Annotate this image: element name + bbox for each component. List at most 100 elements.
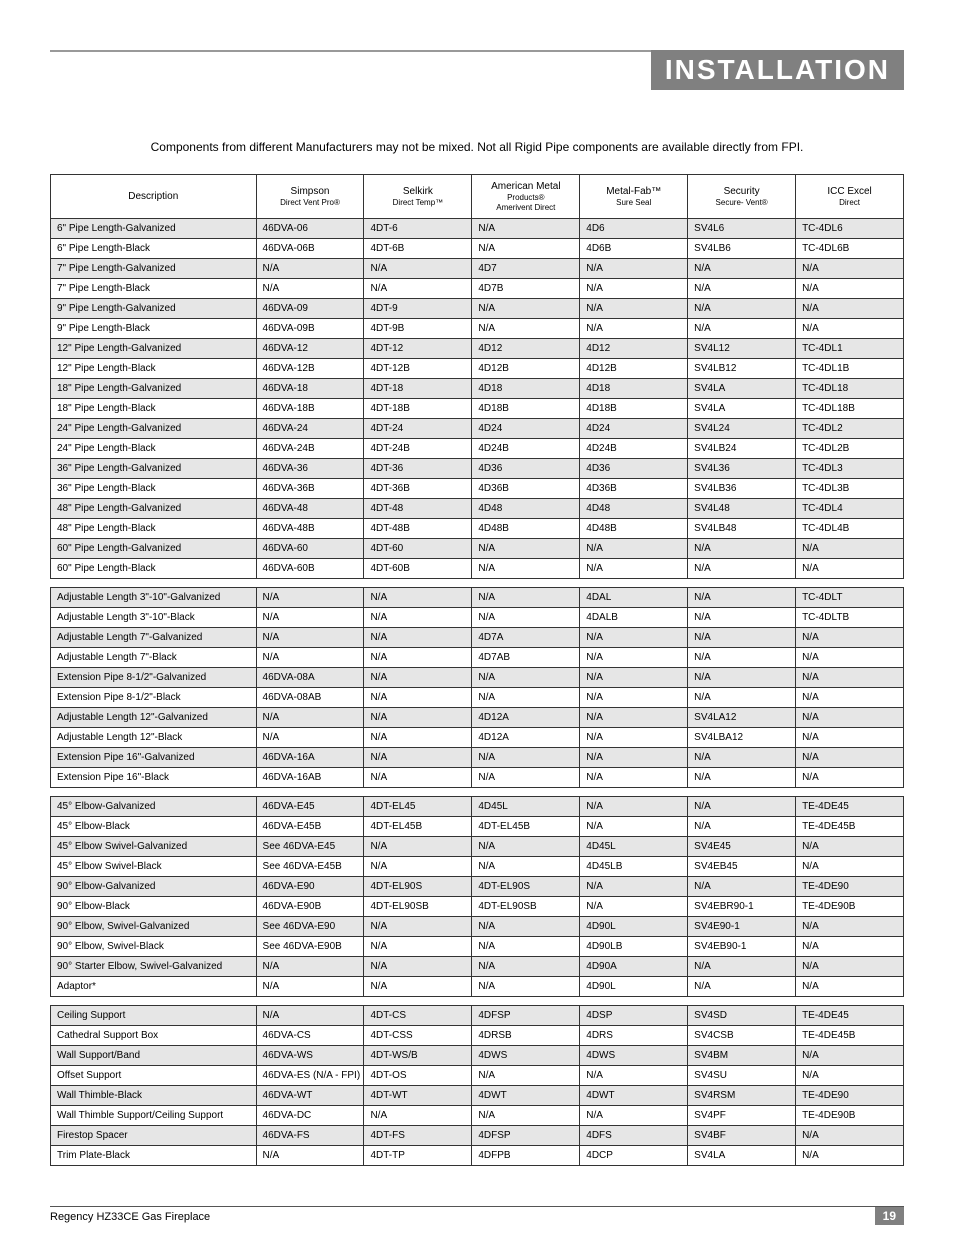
table-cell: 46DVA-WS: [256, 1046, 364, 1066]
table-cell: 4D45L: [580, 837, 688, 857]
table-cell: TC-4DL2B: [796, 439, 904, 459]
table-cell: 4D6: [580, 219, 688, 239]
table-cell: 4DAL: [580, 588, 688, 608]
table-cell: Firestop Spacer: [51, 1126, 257, 1146]
table-cell: TE-4DE90: [796, 1086, 904, 1106]
table-cell: N/A: [688, 539, 796, 559]
table-cell: Wall Thimble Support/Ceiling Support: [51, 1106, 257, 1126]
table-cell: Extension Pipe 16"-Galvanized: [51, 748, 257, 768]
table-cell: TC-4DL1: [796, 339, 904, 359]
table-cell: 4DT-48B: [364, 519, 472, 539]
table-cell: TE-4DE45: [796, 1006, 904, 1026]
table-cell: 4D12: [580, 339, 688, 359]
table-cell: 46DVA-18B: [256, 399, 364, 419]
table-cell: 90° Elbow-Black: [51, 897, 257, 917]
table-cell: 4D12A: [472, 708, 580, 728]
table-row: Adjustable Length 12"-GalvanizedN/AN/A4D…: [51, 708, 904, 728]
table-cell: 48" Pipe Length-Black: [51, 519, 257, 539]
table-cell: N/A: [256, 259, 364, 279]
table-cell: N/A: [688, 299, 796, 319]
page-number: 19: [875, 1207, 904, 1225]
table-cell: N/A: [472, 588, 580, 608]
table-cell: TC-4DL4B: [796, 519, 904, 539]
table-cell: 4D24B: [580, 439, 688, 459]
table-cell: TC-4DL6: [796, 219, 904, 239]
table-cell: N/A: [796, 279, 904, 299]
table-cell: N/A: [364, 937, 472, 957]
table-cell: N/A: [472, 539, 580, 559]
table-cell: 46DVA-06B: [256, 239, 364, 259]
table-row: Ceiling SupportN/A4DT-CS4DFSP4DSPSV4SDTE…: [51, 1006, 904, 1026]
table-row: 45° Elbow-Galvanized46DVA-E454DT-EL454D4…: [51, 797, 904, 817]
table-row: 7" Pipe Length-GalvanizedN/AN/A4D7N/AN/A…: [51, 259, 904, 279]
table-cell: 4D12B: [580, 359, 688, 379]
column-header: American MetalProducts®Amerivent Direct: [472, 175, 580, 219]
table-cell: N/A: [364, 628, 472, 648]
table-cell: 4D36B: [472, 479, 580, 499]
table-cell: N/A: [580, 728, 688, 748]
table-cell: SV4BF: [688, 1126, 796, 1146]
table-cell: N/A: [256, 728, 364, 748]
table-cell: 4D45L: [472, 797, 580, 817]
table-row: 60" Pipe Length-Galvanized46DVA-604DT-60…: [51, 539, 904, 559]
table-cell: SV4EB90-1: [688, 937, 796, 957]
table-cell: 4DT-WT: [364, 1086, 472, 1106]
table-cell: Extension Pipe 8-1/2"-Black: [51, 688, 257, 708]
table-cell: N/A: [796, 977, 904, 997]
table-cell: N/A: [256, 608, 364, 628]
table-cell: 4DFSP: [472, 1126, 580, 1146]
table-cell: 4D18B: [472, 399, 580, 419]
table-cell: 46DVA-09B: [256, 319, 364, 339]
table-cell: N/A: [796, 1146, 904, 1166]
table-cell: SV4LB6: [688, 239, 796, 259]
table-cell: 46DVA-36B: [256, 479, 364, 499]
table-row: 9" Pipe Length-Galvanized46DVA-094DT-9N/…: [51, 299, 904, 319]
table-row: Wall Thimble-Black46DVA-WT4DT-WT4DWT4DWT…: [51, 1086, 904, 1106]
table-cell: TE-4DE90B: [796, 897, 904, 917]
table-cell: Wall Support/Band: [51, 1046, 257, 1066]
table-cell: 4DT-6B: [364, 239, 472, 259]
table-cell: 46DVA-WT: [256, 1086, 364, 1106]
table-cell: 46DVA-18: [256, 379, 364, 399]
table-cell: N/A: [580, 539, 688, 559]
table-row: Wall Thimble Support/Ceiling Support46DV…: [51, 1106, 904, 1126]
footer-product: Regency HZ33CE Gas Fireplace: [50, 1211, 210, 1223]
table-cell: N/A: [688, 977, 796, 997]
table-cell: SV4BM: [688, 1046, 796, 1066]
table-cell: N/A: [580, 817, 688, 837]
table-cell: 4D24: [580, 419, 688, 439]
components-table: 45° Elbow-Galvanized46DVA-E454DT-EL454D4…: [50, 796, 904, 997]
table-cell: N/A: [688, 559, 796, 579]
table-cell: N/A: [364, 1106, 472, 1126]
table-cell: N/A: [364, 668, 472, 688]
table-cell: Adjustable Length 3"-10"-Black: [51, 608, 257, 628]
table-cell: 4DT-18B: [364, 399, 472, 419]
table-cell: TC-4DL1B: [796, 359, 904, 379]
table-cell: 46DVA-09: [256, 299, 364, 319]
table-cell: N/A: [580, 628, 688, 648]
table-cell: TC-4DL18B: [796, 399, 904, 419]
table-cell: 60" Pipe Length-Black: [51, 559, 257, 579]
table-cell: N/A: [580, 279, 688, 299]
table-cell: N/A: [796, 768, 904, 788]
table-cell: N/A: [580, 768, 688, 788]
table-cell: N/A: [364, 259, 472, 279]
table-cell: See 46DVA-E90: [256, 917, 364, 937]
table-cell: N/A: [472, 917, 580, 937]
table-cell: 4DT-EL45: [364, 797, 472, 817]
table-cell: 18" Pipe Length-Black: [51, 399, 257, 419]
table-cell: N/A: [256, 279, 364, 299]
table-cell: SV4SU: [688, 1066, 796, 1086]
table-cell: N/A: [580, 259, 688, 279]
table-cell: SV4RSM: [688, 1086, 796, 1106]
table-cell: N/A: [472, 957, 580, 977]
table-cell: 4D6B: [580, 239, 688, 259]
table-row: 90° Elbow-Galvanized46DVA-E904DT-EL90S4D…: [51, 877, 904, 897]
table-cell: N/A: [364, 708, 472, 728]
table-cell: N/A: [796, 259, 904, 279]
table-cell: N/A: [472, 857, 580, 877]
table-cell: TE-4DE90B: [796, 1106, 904, 1126]
table-cell: 36" Pipe Length-Black: [51, 479, 257, 499]
table-cell: N/A: [256, 708, 364, 728]
table-cell: 46DVA-16A: [256, 748, 364, 768]
